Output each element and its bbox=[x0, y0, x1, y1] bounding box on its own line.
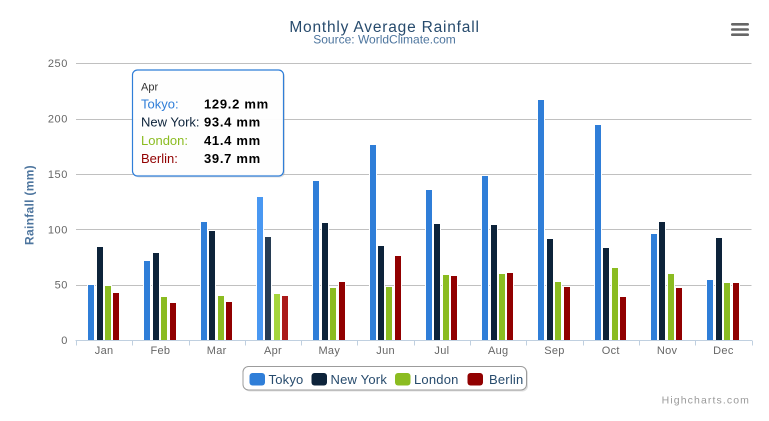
svg-text:100: 100 bbox=[48, 224, 68, 236]
svg-text:New York:: New York: bbox=[141, 115, 200, 130]
svg-text:150: 150 bbox=[48, 169, 68, 181]
svg-text:Feb: Feb bbox=[150, 345, 170, 357]
svg-text:129.2 mm: 129.2 mm bbox=[204, 97, 269, 112]
svg-text:Rainfall (mm): Rainfall (mm) bbox=[23, 165, 37, 245]
svg-text:Mar: Mar bbox=[207, 345, 227, 357]
svg-text:Dec: Dec bbox=[713, 345, 734, 357]
svg-text:Nov: Nov bbox=[657, 345, 678, 357]
svg-text:Apr: Apr bbox=[264, 345, 282, 357]
svg-text:Apr: Apr bbox=[141, 81, 158, 93]
svg-text:New York: New York bbox=[331, 372, 388, 387]
svg-text:Highcharts.com: Highcharts.com bbox=[662, 395, 750, 407]
svg-text:Jul: Jul bbox=[434, 345, 449, 357]
svg-text:0: 0 bbox=[61, 335, 68, 347]
svg-text:Sep: Sep bbox=[544, 345, 564, 357]
svg-text:250: 250 bbox=[48, 58, 68, 70]
svg-text:39.7 mm: 39.7 mm bbox=[204, 151, 261, 166]
svg-text:Tokyo:: Tokyo: bbox=[141, 97, 179, 112]
svg-text:50: 50 bbox=[55, 280, 68, 292]
svg-text:41.4 mm: 41.4 mm bbox=[204, 133, 261, 148]
svg-text:May: May bbox=[318, 345, 340, 357]
svg-text:London: London bbox=[414, 372, 459, 387]
svg-text:Berlin:: Berlin: bbox=[141, 151, 178, 166]
svg-text:Tokyo: Tokyo bbox=[269, 372, 304, 387]
svg-text:Jan: Jan bbox=[95, 345, 114, 357]
svg-text:Aug: Aug bbox=[488, 345, 508, 357]
svg-text:200: 200 bbox=[48, 114, 68, 126]
svg-text:London:: London: bbox=[141, 133, 188, 148]
svg-text:Oct: Oct bbox=[602, 345, 620, 357]
svg-text:93.4 mm: 93.4 mm bbox=[204, 115, 261, 130]
svg-text:Source: WorldClimate.com: Source: WorldClimate.com bbox=[313, 33, 456, 47]
svg-text:Berlin: Berlin bbox=[489, 372, 523, 387]
svg-text:Jun: Jun bbox=[376, 345, 395, 357]
svg-text:Monthly Average Rainfall: Monthly Average Rainfall bbox=[289, 19, 479, 36]
